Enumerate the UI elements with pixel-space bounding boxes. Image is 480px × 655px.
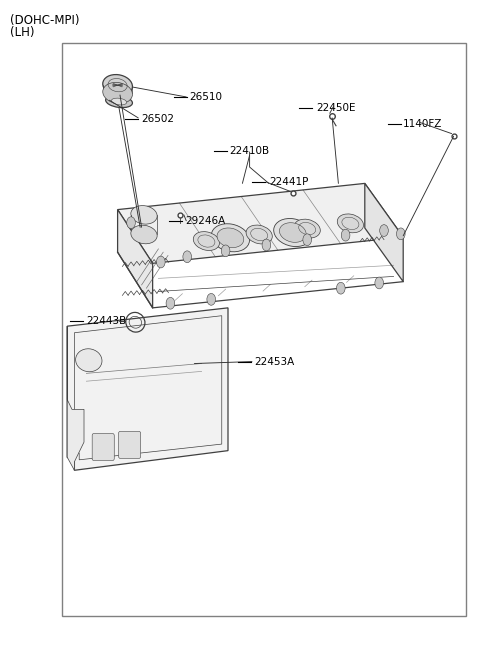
Circle shape xyxy=(127,217,135,229)
Polygon shape xyxy=(365,183,403,282)
Text: (DOHC-MPI): (DOHC-MPI) xyxy=(10,14,79,28)
Ellipse shape xyxy=(279,223,306,242)
Circle shape xyxy=(380,225,388,236)
Polygon shape xyxy=(67,308,228,470)
FancyBboxPatch shape xyxy=(119,432,141,458)
Text: 22443B: 22443B xyxy=(86,316,127,326)
Text: 22410B: 22410B xyxy=(229,145,270,156)
Bar xyxy=(62,43,466,616)
Ellipse shape xyxy=(211,224,250,252)
Circle shape xyxy=(341,229,350,241)
Polygon shape xyxy=(67,326,84,470)
Text: 29246A: 29246A xyxy=(185,215,225,226)
Ellipse shape xyxy=(217,228,244,248)
Ellipse shape xyxy=(103,83,132,103)
Ellipse shape xyxy=(103,75,132,96)
Ellipse shape xyxy=(111,98,127,105)
Ellipse shape xyxy=(337,214,363,233)
FancyBboxPatch shape xyxy=(92,434,114,460)
Circle shape xyxy=(375,277,384,289)
Ellipse shape xyxy=(106,96,132,107)
Ellipse shape xyxy=(193,232,219,250)
Circle shape xyxy=(166,297,175,309)
Polygon shape xyxy=(118,210,153,308)
Ellipse shape xyxy=(76,348,102,372)
Text: 26502: 26502 xyxy=(142,114,175,124)
Circle shape xyxy=(396,228,405,240)
Text: 1140FZ: 1140FZ xyxy=(403,119,443,130)
Circle shape xyxy=(262,239,271,251)
Circle shape xyxy=(303,234,312,246)
Circle shape xyxy=(183,251,192,263)
Circle shape xyxy=(156,256,165,268)
Text: (LH): (LH) xyxy=(10,26,34,39)
Ellipse shape xyxy=(131,206,157,224)
Text: 22450E: 22450E xyxy=(316,103,355,113)
Circle shape xyxy=(207,293,216,305)
Polygon shape xyxy=(118,183,403,263)
Ellipse shape xyxy=(294,219,320,238)
Ellipse shape xyxy=(131,225,157,244)
Ellipse shape xyxy=(246,225,272,244)
Circle shape xyxy=(221,245,230,257)
Text: 22453A: 22453A xyxy=(254,356,295,367)
Circle shape xyxy=(336,282,345,294)
Ellipse shape xyxy=(274,219,312,246)
Text: 22441P: 22441P xyxy=(269,177,308,187)
Text: 26510: 26510 xyxy=(190,92,223,102)
